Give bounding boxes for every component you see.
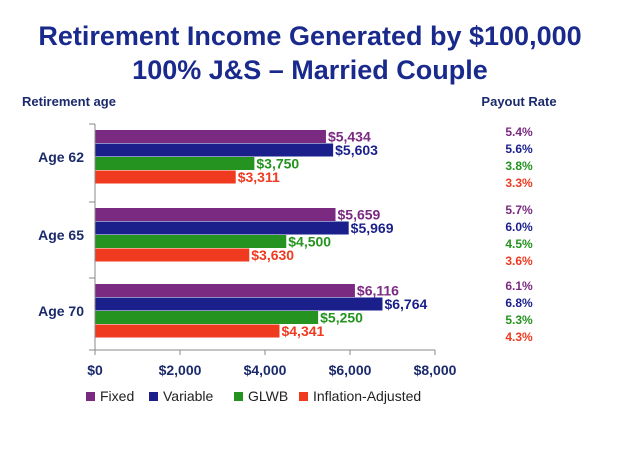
payout-rate-age-70-fixed: 6.1% (505, 279, 533, 293)
legend-swatch-glwb (234, 392, 243, 401)
payout-rate-age-65-fixed: 5.7% (505, 203, 533, 217)
x-tick-label-1: $2,000 (159, 362, 202, 378)
legend-swatch-inflation-adjusted (299, 392, 308, 401)
data-label-age-70-glwb: $5,250 (320, 310, 363, 326)
data-label-age-65-glwb: $4,500 (288, 234, 331, 250)
bar-age-62-fixed (95, 130, 326, 143)
bar-age-65-inflation-adjusted (95, 248, 250, 262)
payout-rate-age-62-glwb: 3.8% (505, 159, 533, 173)
legend-swatch-variable (149, 392, 158, 401)
payout-rates-group: 5.4% 5.6% 3.8% 3.3% 5.7% 6.0% 4.5% 3.6% 6.1% 6.8%… (505, 125, 533, 344)
bar-age-70-variable (95, 297, 383, 311)
bar-age-70-glwb (95, 311, 319, 324)
data-label-age-70-inflation-adjusted: $4,341 (281, 323, 324, 339)
payout-rate-age-62-fixed: 5.4% (505, 125, 533, 139)
x-tick-label-0: $0 (87, 362, 103, 378)
payout-rate-age-70-inflation-adjusted: 4.3% (505, 330, 533, 344)
data-label-age-70-fixed: $6,116 (357, 283, 399, 299)
y-axis-ticks (89, 123, 95, 351)
legend-swatch-fixed (86, 392, 95, 401)
legend-label-variable: Variable (163, 388, 214, 404)
legend-label-fixed: Fixed (100, 388, 134, 404)
x-tick-label-3: $6,000 (329, 362, 372, 378)
data-label-age-65-variable: $5,969 (351, 220, 394, 236)
data-label-age-62-variable: $5,603 (335, 142, 378, 158)
data-label-age-62-inflation-adjusted: $3,311 (238, 169, 280, 185)
payout-rate-age-70-glwb: 5.3% (505, 313, 533, 327)
payout-rate-age-62-variable: 5.6% (505, 142, 533, 156)
payout-rate-age-65-inflation-adjusted: 3.6% (505, 254, 533, 268)
data-label-age-70-variable: $6,764 (384, 296, 427, 312)
bar-age-70-fixed (95, 284, 355, 297)
legend-label-glwb: GLWB (248, 388, 288, 404)
category-labels: Age 62 Age 65 Age 70 (38, 149, 84, 319)
chart-title: Retirement Income Generated by $100,000 (38, 21, 581, 51)
category-label-age-70: Age 70 (38, 303, 84, 319)
data-labels-group: $5,434$5,603 $3,750$3,311 $5,659$5,969 $4,5… (238, 129, 428, 340)
payout-rate-age-65-glwb: 4.5% (505, 237, 533, 251)
y-axis-label: Retirement age (22, 94, 116, 109)
bar-age-65-variable (95, 221, 349, 235)
x-axis-ticks: $0 $2,000 $4,000 $6,000 $8,000 (87, 350, 457, 378)
legend: Fixed Variable GLWB Inflation-Adjusted (86, 388, 421, 404)
payout-rate-age-65-variable: 6.0% (505, 220, 533, 234)
x-tick-label-4: $8,000 (414, 362, 457, 378)
data-label-age-62-fixed: $5,434 (328, 129, 371, 145)
category-label-age-62: Age 62 (38, 149, 84, 165)
bar-age-62-variable (95, 143, 334, 157)
bar-age-65-glwb (95, 235, 287, 248)
data-label-age-65-fixed: $5,659 (338, 207, 381, 223)
payout-rate-header: Payout Rate (481, 94, 556, 109)
bars-group (95, 130, 383, 338)
bar-age-65-fixed (95, 208, 336, 221)
bar-age-70-inflation-adjusted (95, 324, 280, 338)
bar-age-62-inflation-adjusted (95, 170, 236, 184)
bar-age-62-glwb (95, 157, 255, 170)
category-label-age-65: Age 65 (38, 227, 84, 243)
payout-rate-age-70-variable: 6.8% (505, 296, 533, 310)
data-label-age-62-glwb: $3,750 (256, 156, 299, 172)
data-label-age-65-inflation-adjusted: $3,630 (251, 247, 294, 263)
x-tick-label-2: $4,000 (244, 362, 287, 378)
chart-subtitle: 100% J&S – Married Couple (132, 55, 488, 85)
payout-rate-age-62-inflation-adjusted: 3.3% (505, 176, 533, 190)
legend-label-inflation-adjusted: Inflation-Adjusted (313, 388, 421, 404)
